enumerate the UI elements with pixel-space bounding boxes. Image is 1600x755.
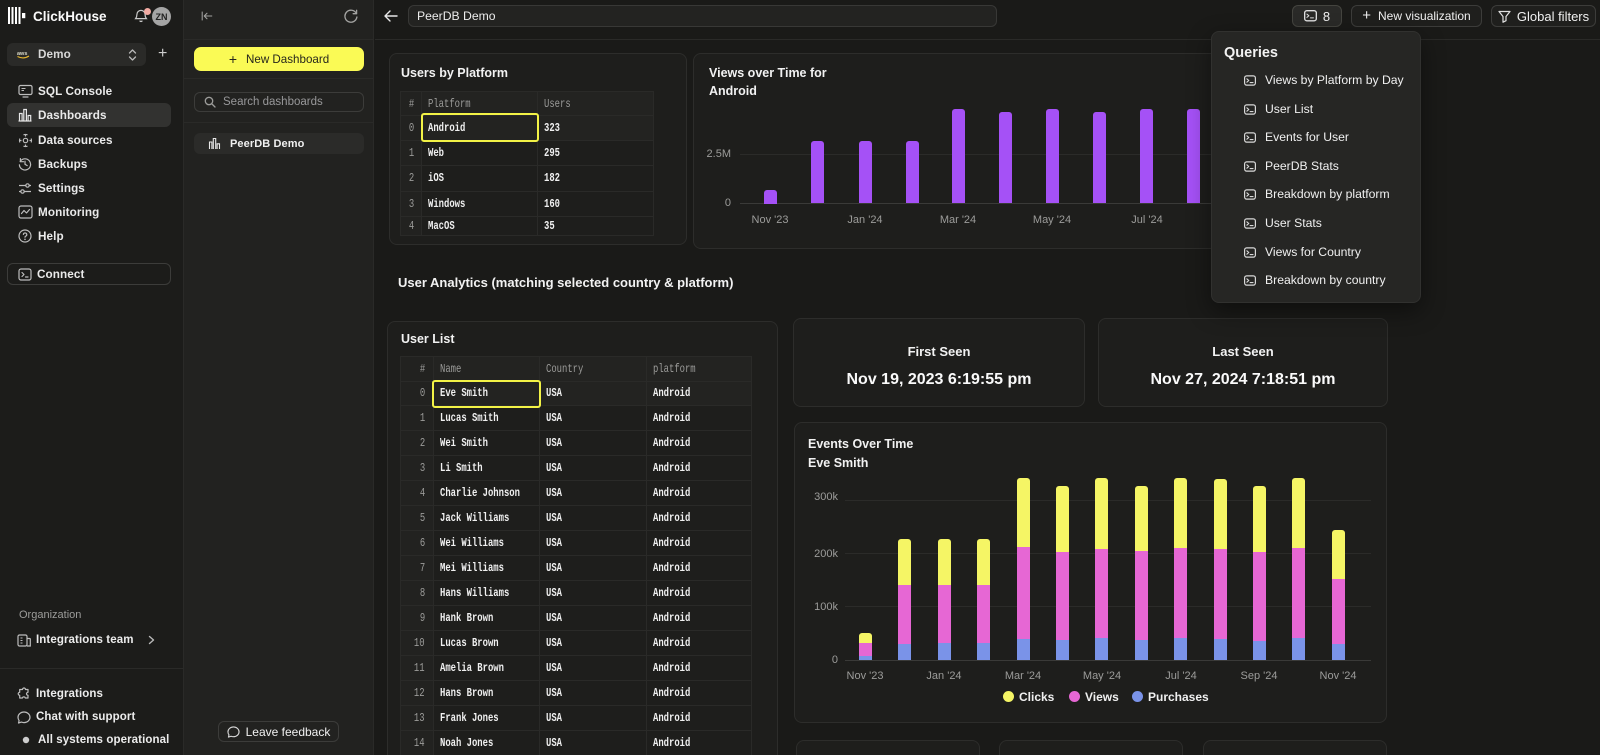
svg-text:aws: aws <box>17 51 27 57</box>
